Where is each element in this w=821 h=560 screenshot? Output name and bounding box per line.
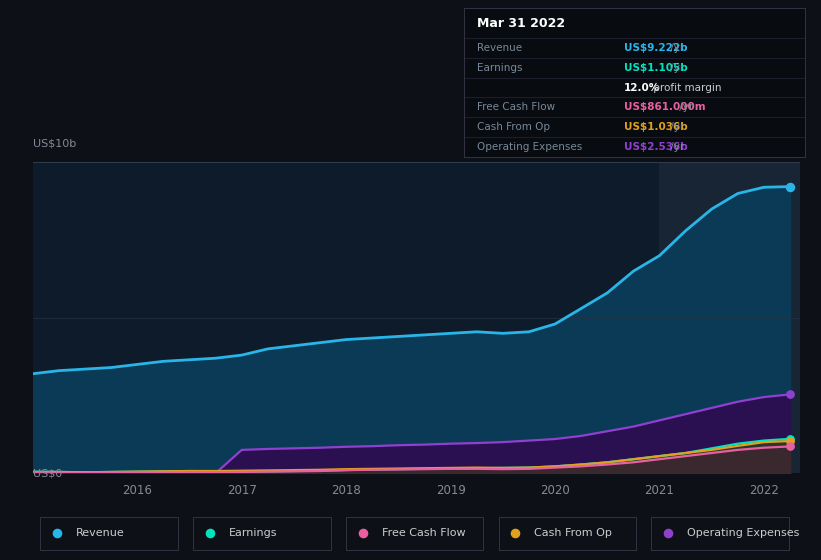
Point	[509, 529, 522, 538]
Text: US$10b: US$10b	[33, 138, 76, 148]
Point	[783, 182, 796, 191]
Text: US$1.105b: US$1.105b	[624, 63, 688, 73]
Text: /yr: /yr	[667, 43, 685, 53]
Text: US$0: US$0	[33, 469, 62, 479]
Point	[783, 442, 796, 451]
Text: US$861.000m: US$861.000m	[624, 102, 705, 113]
Text: Free Cash Flow: Free Cash Flow	[478, 102, 556, 113]
Text: Revenue: Revenue	[76, 529, 125, 538]
Point	[356, 529, 369, 538]
Text: /yr: /yr	[667, 142, 685, 152]
Text: Earnings: Earnings	[229, 529, 277, 538]
Text: US$2.536b: US$2.536b	[624, 142, 688, 152]
Text: /yr: /yr	[677, 102, 694, 113]
Text: Mar 31 2022: Mar 31 2022	[478, 17, 566, 30]
Text: Revenue: Revenue	[478, 43, 523, 53]
Point	[204, 529, 217, 538]
Text: Operating Expenses: Operating Expenses	[478, 142, 583, 152]
Text: profit margin: profit margin	[649, 82, 721, 92]
Point	[783, 437, 796, 446]
Point	[662, 529, 675, 538]
Text: US$9.222b: US$9.222b	[624, 43, 688, 53]
Text: Cash From Op: Cash From Op	[478, 122, 551, 132]
Text: US$1.036b: US$1.036b	[624, 122, 688, 132]
Text: 12.0%: 12.0%	[624, 82, 660, 92]
Point	[783, 435, 796, 444]
Text: /yr: /yr	[667, 63, 685, 73]
Bar	[659, 162, 800, 473]
Point	[783, 390, 796, 399]
Text: Free Cash Flow: Free Cash Flow	[382, 529, 466, 538]
Text: Operating Expenses: Operating Expenses	[687, 529, 800, 538]
Text: Earnings: Earnings	[478, 63, 523, 73]
Point	[51, 529, 64, 538]
Text: /yr: /yr	[667, 122, 685, 132]
Text: Cash From Op: Cash From Op	[534, 529, 612, 538]
